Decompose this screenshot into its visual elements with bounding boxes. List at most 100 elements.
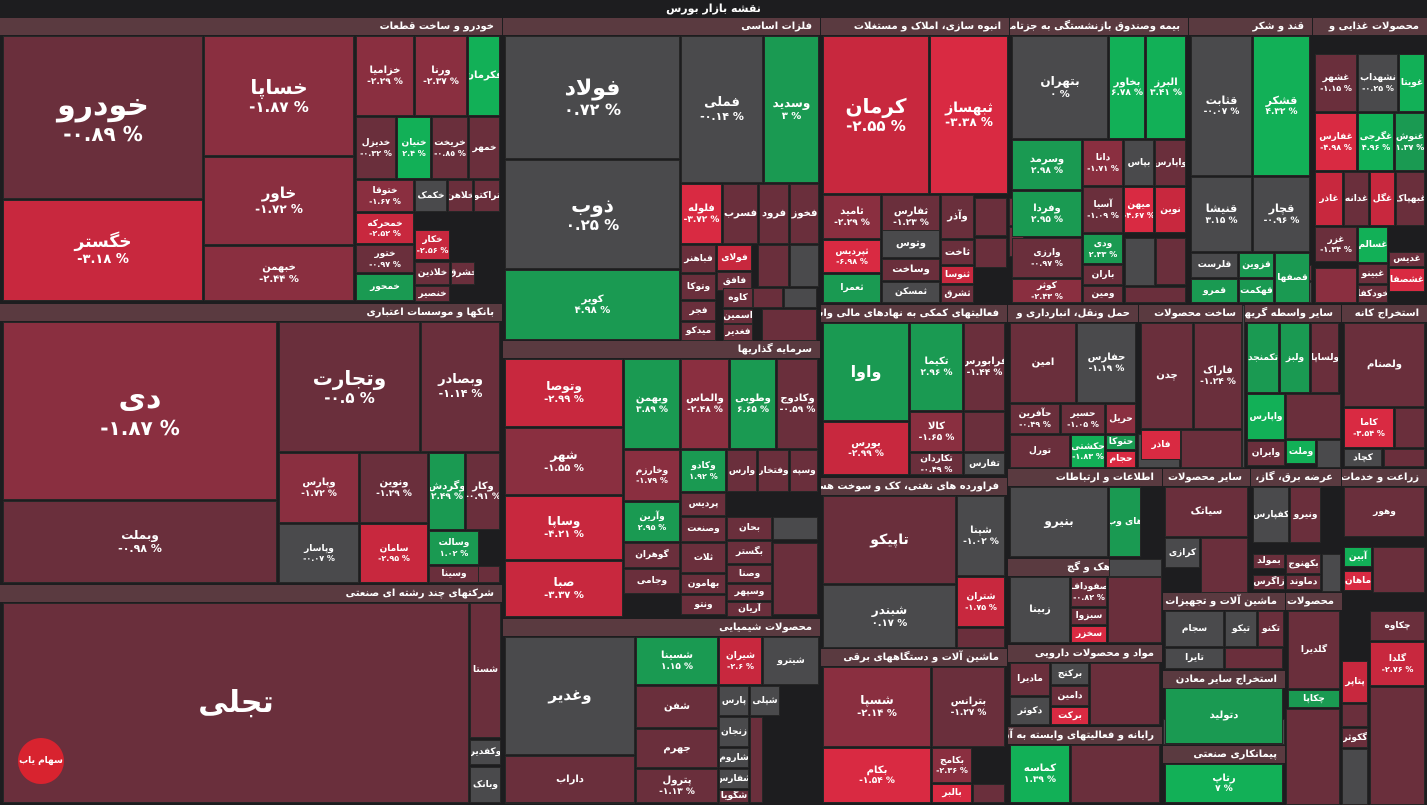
ticker-tile[interactable]: ثامید -٢.٢٩ % bbox=[823, 195, 881, 239]
ticker-tile[interactable]: میهن -۴.۶٧ % bbox=[1124, 187, 1154, 233]
ticker-tile[interactable]: وبصادر -١.١۴ % bbox=[421, 322, 500, 452]
ticker-tile[interactable]: شگویا bbox=[719, 790, 749, 803]
ticker-tile[interactable]: وبانک bbox=[470, 767, 501, 803]
ticker-tile[interactable]: نوین bbox=[1155, 187, 1186, 233]
ticker-tile[interactable]: تکنو bbox=[1258, 611, 1284, 647]
ticker-tile[interactable]: برکتج bbox=[1051, 663, 1089, 685]
ticker-tile[interactable]: تکیما ٢.٩۶ % bbox=[910, 323, 963, 411]
ticker-tile-small[interactable] bbox=[1125, 287, 1186, 303]
ticker-tile[interactable]: وکادوج -٠.۵٩ % bbox=[777, 359, 818, 449]
ticker-tile-small[interactable] bbox=[478, 566, 500, 583]
ticker-tile[interactable]: برکت bbox=[1051, 707, 1089, 725]
ticker-tile[interactable]: بالبر bbox=[932, 784, 972, 803]
ticker-tile[interactable]: بکام -١.۵۴ % bbox=[823, 748, 931, 803]
ticker-tile[interactable]: دامین bbox=[1051, 686, 1089, 706]
ticker-tile[interactable]: واپارس bbox=[1155, 140, 1186, 186]
ticker-tile[interactable]: ولساپا bbox=[1311, 323, 1339, 393]
ticker-tile[interactable]: دتولید bbox=[1165, 688, 1283, 744]
ticker-tile[interactable]: زنجان bbox=[719, 717, 749, 747]
ticker-tile[interactable]: وسرمد ٢.٩٨ % bbox=[1012, 140, 1082, 190]
ticker-tile-small[interactable] bbox=[973, 784, 1005, 803]
ticker-tile[interactable]: خساپا -١.٨٧ % bbox=[204, 36, 354, 156]
ticker-tile[interactable]: خمهر bbox=[469, 117, 500, 179]
ticker-tile[interactable]: وتوکا bbox=[681, 274, 716, 300]
ticker-tile[interactable]: حسیر -١.٠۵ % bbox=[1061, 404, 1105, 434]
ticker-tile-small[interactable] bbox=[790, 245, 819, 287]
ticker-tile[interactable]: فجر bbox=[681, 301, 716, 321]
ticker-tile[interactable]: وکادو ١.٩٢ % bbox=[681, 450, 726, 492]
ticker-tile[interactable]: قلرست bbox=[1191, 253, 1238, 278]
ticker-tile[interactable]: خگستر -٣.١٨ % bbox=[3, 200, 203, 301]
ticker-tile[interactable]: صفوداف -٠.٨٢ % bbox=[1071, 577, 1107, 607]
ticker-tile-small[interactable] bbox=[784, 288, 817, 308]
ticker-tile[interactable]: بتهران ٠ % bbox=[1012, 36, 1108, 139]
ticker-tile[interactable]: خمحرکه -٢.۵٢ % bbox=[356, 213, 414, 244]
ticker-tile[interactable]: وتجارت -٠.۵ % bbox=[279, 322, 420, 452]
ticker-tile[interactable]: رتاپ ٧ % bbox=[1165, 764, 1283, 803]
ticker-tile[interactable]: ختوقا -١.۶٧ % bbox=[356, 180, 414, 212]
ticker-tile[interactable]: بنیرو bbox=[1010, 487, 1108, 557]
ticker-tile[interactable]: ثعمرا bbox=[823, 274, 881, 303]
ticker-tile[interactable]: خاور -١.٧٢ % bbox=[204, 157, 354, 245]
ticker-tile[interactable]: قمرو bbox=[1191, 279, 1238, 303]
ticker-tile[interactable]: شیران -٢.۶ % bbox=[719, 637, 762, 685]
ticker-tile[interactable]: شپلی bbox=[750, 686, 780, 716]
ticker-tile-small[interactable] bbox=[1125, 238, 1155, 286]
ticker-tile[interactable]: قثابت -٠.٠٧ % bbox=[1191, 36, 1252, 176]
ticker-tile[interactable]: وسدید ٣ % bbox=[764, 36, 819, 183]
ticker-tile[interactable]: فکرمان bbox=[468, 36, 500, 116]
ticker-tile[interactable]: تفارس bbox=[964, 453, 1005, 475]
ticker-tile[interactable]: کرمان -٢.۵۵ % bbox=[823, 36, 929, 194]
ticker-tile[interactable]: گکوثر bbox=[1342, 728, 1368, 748]
ticker-tile[interactable]: کاوه bbox=[723, 288, 753, 308]
ticker-tile[interactable]: گوهران bbox=[624, 543, 680, 568]
ticker-tile[interactable]: پردیس bbox=[681, 493, 726, 516]
ticker-tile[interactable]: ثاخت bbox=[941, 240, 974, 265]
ticker-tile[interactable]: وطوبی ۶.۶۵ % bbox=[730, 359, 776, 449]
ticker-tile[interactable]: تجلی bbox=[3, 603, 469, 803]
ticker-tile[interactable]: ثشرق bbox=[941, 285, 974, 303]
ticker-tile-small[interactable] bbox=[1342, 704, 1368, 727]
ticker-tile[interactable]: وغدیر bbox=[505, 637, 635, 755]
ticker-tile[interactable]: خلاذین bbox=[415, 262, 450, 285]
ticker-tile[interactable]: جهرم bbox=[636, 729, 718, 768]
ticker-tile[interactable]: خکار -٢.۵۶ % bbox=[415, 230, 450, 260]
ticker-tile-small[interactable] bbox=[1225, 648, 1283, 669]
ticker-tile[interactable]: وبهمن ٣.٨٩ % bbox=[624, 359, 680, 449]
ticker-tile[interactable]: ثلات bbox=[681, 543, 726, 573]
ticker-tile[interactable]: ذوب ٠.٢۵ % bbox=[505, 160, 680, 269]
ticker-tile[interactable]: حآفرین -٠.۴٩ % bbox=[1010, 404, 1060, 434]
ticker-tile[interactable]: وارزی -٠.٩٧ % bbox=[1012, 238, 1082, 278]
ticker-tile[interactable]: شاروم bbox=[719, 748, 749, 768]
ticker-tile[interactable]: فخوز bbox=[790, 184, 819, 244]
ticker-tile[interactable]: کفپارس bbox=[1253, 487, 1289, 543]
ticker-tile-small[interactable] bbox=[762, 309, 817, 341]
ticker-tile[interactable]: فسرب bbox=[723, 184, 758, 244]
ticker-tile[interactable]: گلدا -٢.٧۶ % bbox=[1370, 642, 1425, 686]
ticker-tile[interactable]: خنیان ٢.۴ % bbox=[397, 117, 431, 179]
ticker-tile[interactable]: دانا -١.٧١ % bbox=[1083, 140, 1123, 186]
ticker-tile[interactable]: وفتخار bbox=[758, 450, 789, 492]
ticker-tile[interactable]: وساخت bbox=[882, 259, 940, 281]
ticker-tile-small[interactable] bbox=[773, 543, 818, 615]
ticker-tile-small[interactable] bbox=[1395, 408, 1425, 448]
ticker-tile[interactable]: وسینا bbox=[429, 566, 479, 583]
ticker-tile[interactable]: ونیرو bbox=[1290, 487, 1321, 543]
ticker-tile[interactable]: شفارس bbox=[719, 769, 749, 789]
ticker-tile[interactable]: آبین bbox=[1344, 547, 1372, 567]
ticker-tile[interactable]: خشرق bbox=[451, 262, 475, 285]
ticker-tile[interactable]: دکوثر bbox=[1010, 697, 1050, 725]
ticker-tile[interactable]: زاگرس bbox=[1253, 575, 1285, 590]
ticker-tile[interactable]: سامان -٢.٩۵ % bbox=[360, 524, 428, 583]
ticker-tile-small[interactable] bbox=[1090, 663, 1160, 725]
ticker-tile[interactable]: شسپا -٢.١۴ % bbox=[823, 667, 931, 747]
ticker-tile[interactable]: دی -١.٨٧ % bbox=[3, 322, 277, 500]
ticker-tile[interactable]: سیاتک bbox=[1165, 487, 1248, 537]
ticker-tile[interactable]: چکاپا bbox=[1288, 690, 1340, 708]
ticker-tile[interactable]: باران bbox=[1083, 265, 1123, 285]
ticker-tile[interactable]: تکمنجد bbox=[1247, 323, 1279, 393]
ticker-tile-small[interactable] bbox=[1201, 538, 1248, 593]
ticker-tile[interactable]: وساپا -۴.٢١ % bbox=[505, 496, 623, 560]
ticker-tile[interactable]: غگرجی ۴.٩۶ % bbox=[1358, 113, 1394, 171]
ticker-tile[interactable]: والماس -٢.۴٨ % bbox=[681, 359, 729, 449]
